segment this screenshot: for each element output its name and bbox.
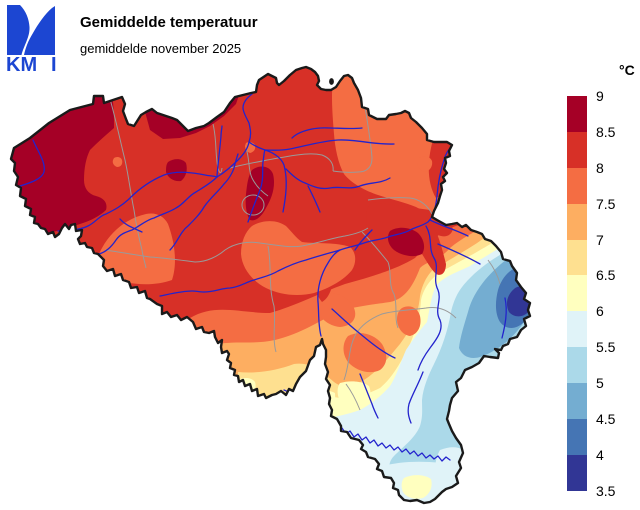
svg-text:3.5: 3.5 — [596, 483, 616, 499]
svg-text:4: 4 — [596, 447, 604, 463]
svg-text:°C: °C — [619, 62, 635, 78]
svg-text:8: 8 — [596, 160, 604, 176]
svg-text:M: M — [21, 54, 38, 76]
svg-text:6: 6 — [596, 303, 604, 319]
svg-text:K: K — [6, 54, 21, 76]
svg-text:4.5: 4.5 — [596, 411, 616, 427]
svg-text:6.5: 6.5 — [596, 267, 616, 283]
svg-text:7.5: 7.5 — [596, 196, 616, 212]
svg-text:7: 7 — [596, 232, 604, 248]
svg-text:8.5: 8.5 — [596, 124, 616, 140]
svg-text:9: 9 — [596, 88, 604, 104]
svg-text:5: 5 — [596, 375, 604, 391]
svg-text:I: I — [51, 54, 57, 76]
svg-text:5.5: 5.5 — [596, 339, 616, 355]
